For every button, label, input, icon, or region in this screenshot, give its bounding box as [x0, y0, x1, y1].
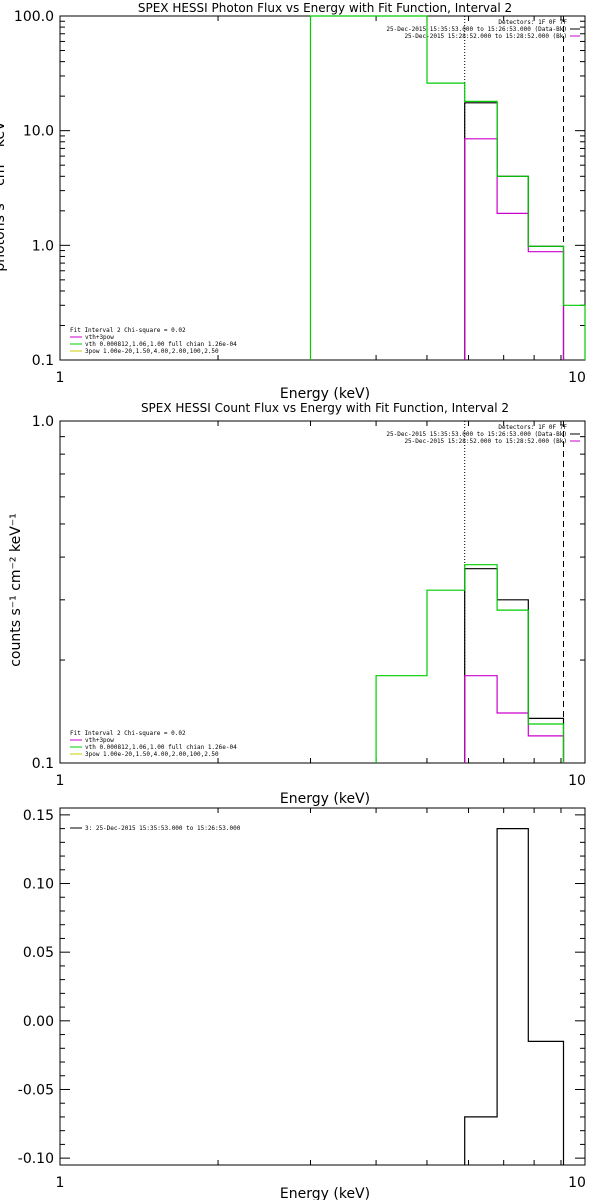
- panel1-xlabel: Energy (keV): [280, 386, 370, 402]
- p2-xtick-label: 10: [568, 773, 586, 789]
- panel1-title: SPEX HESSI Photon Flux vs Energy with Fi…: [138, 1, 512, 15]
- p3-ytick-label: 0.10: [23, 877, 54, 893]
- p2-header-line: 25-Dec-2015 15:35:53.000 to 15:26:53.000…: [386, 431, 567, 438]
- p1-ytick-label: 1.0: [32, 238, 54, 254]
- p3-xtick-label: 10: [568, 1175, 586, 1191]
- p3-ytick-label: 0.15: [23, 808, 54, 824]
- p2-legend-line: Fit Interval 2 Chi-square = 0.02: [70, 730, 186, 737]
- p2-ytick-label: 1.0: [32, 414, 54, 430]
- p1-series-2: [309, 15, 586, 360]
- p3-ytick-label: -0.10: [18, 1151, 54, 1167]
- p1-header-line: Detectors: 1F 0F 7F: [498, 19, 567, 26]
- p2-header-line: 25-Dec-2015 15:28:52.000 to 15:28:52.000…: [404, 438, 567, 445]
- panel1-ylabel: photons s⁻¹ cm⁻² keV⁻¹: [0, 108, 8, 271]
- p1-header-line: 25-Dec-2015 15:28:52.000 to 15:28:52.000…: [404, 33, 567, 40]
- p1-ytick-label: 100.0: [14, 9, 54, 25]
- p1-legend-line: Fit Interval 2 Chi-square = 0.02: [70, 327, 186, 334]
- p2-header-line: Detectors: 1F 0F 7F: [498, 424, 567, 431]
- p3-legend-line: 3: 25-Dec-2015 15:35:53.000 to 15:26:53.…: [85, 825, 241, 832]
- p1-series-1: [464, 138, 565, 360]
- p2-axes-frame: [59, 420, 586, 764]
- p2-legend-line: 3pow 1.00e-20,1.50,4.00,2.00,100,2.50: [85, 751, 219, 758]
- p1-ytick-label: 10.0: [23, 124, 54, 140]
- panel2-title: SPEX HESSI Count Flux vs Energy with Fit…: [141, 401, 509, 415]
- p2-series-1: [464, 675, 565, 763]
- p3-axes-frame: [59, 807, 586, 1166]
- p1-xtick-label: 10: [568, 370, 586, 386]
- p2-ytick-label: 0.1: [32, 756, 54, 772]
- p3-ytick-label: -0.05: [18, 1082, 54, 1098]
- p1-xtick-label: 1: [56, 370, 65, 386]
- p1-legend-line: 3pow 1.00e-20,1.50,4.00,2.00,100,2.50: [85, 348, 219, 355]
- count-flux-panel: SPEX HESSI Count Flux vs Energy with Fit…: [8, 401, 586, 807]
- p2-xtick-label: 1: [56, 773, 65, 789]
- p1-legend-line: vth 0.000812,1.06,1.00 full chian 1.26e-…: [85, 341, 237, 348]
- panel2-ylabel: counts s⁻¹ cm⁻² keV⁻¹: [8, 513, 24, 667]
- panel2-xlabel: Energy (keV): [280, 791, 370, 807]
- p1-legend-line: vth+3pow: [85, 334, 114, 341]
- panel3-xlabel: Energy (keV): [280, 1186, 370, 1200]
- p3-ytick-label: 0.05: [23, 945, 54, 961]
- p2-series-2: [375, 564, 565, 763]
- photon-flux-panel: SPEX HESSI Photon Flux vs Energy with Fi…: [0, 1, 586, 402]
- p2-series-0: [464, 568, 565, 763]
- residual-panel: Energy (keV) 1 10 0.15 0.10 0.05 0.00 -0.05 -0.…: [18, 807, 586, 1200]
- p1-header-line: 25-Dec-2015 15:35:53.000 to 15:26:53.000…: [386, 26, 567, 33]
- p3-series-0: [464, 828, 565, 1165]
- p3-xtick-label: 1: [56, 1175, 65, 1191]
- p2-legend-line: vth 0.000812,1.06,1.00 full chian 1.26e-…: [85, 744, 237, 751]
- p1-ytick-label: 0.1: [32, 353, 54, 369]
- p3-ytick-label: 0.00: [23, 1014, 54, 1030]
- p2-legend-line: vth+3pow: [85, 737, 114, 744]
